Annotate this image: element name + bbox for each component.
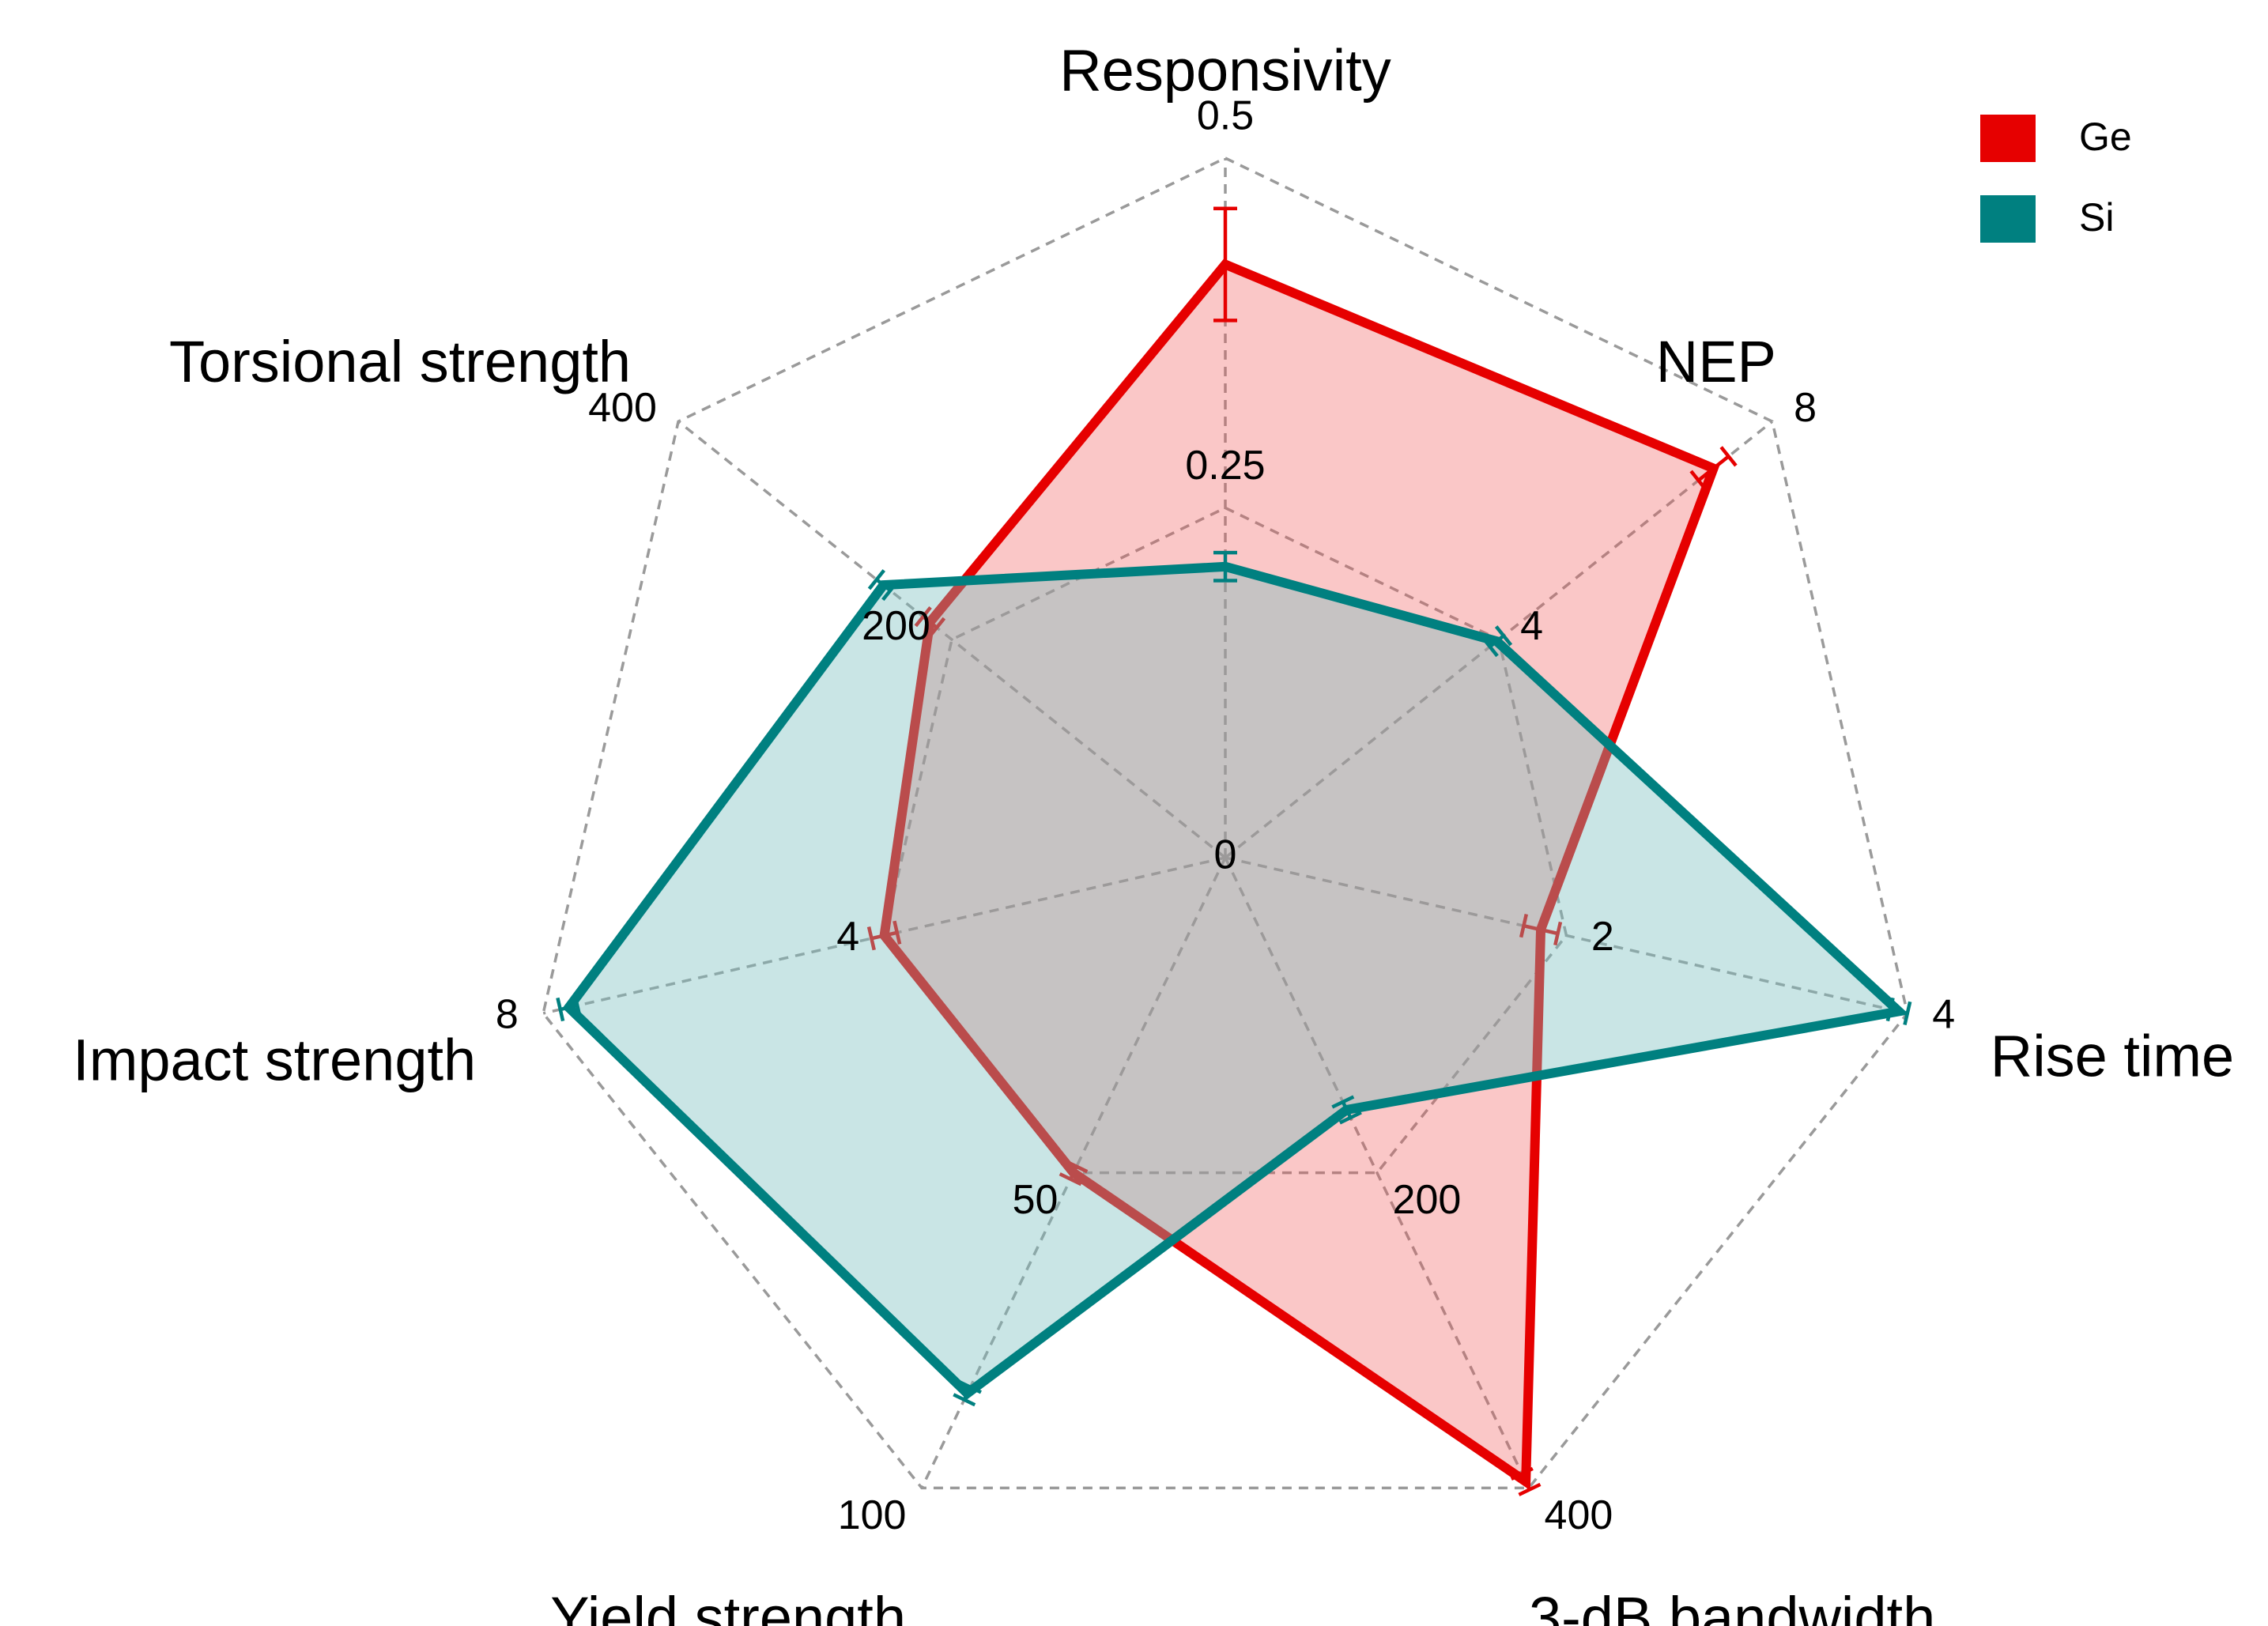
series-Si xyxy=(556,550,1912,1407)
tick-label-0-1: 0.5 xyxy=(1197,93,1254,139)
axis-label-6: Torsional strength xyxy=(169,329,631,394)
tick-label-2-0: 2 xyxy=(1591,914,1614,960)
tick-label-4-0: 50 xyxy=(1013,1177,1059,1223)
grid-ring-1 xyxy=(882,506,1568,1175)
tick-label-3-0: 200 xyxy=(1393,1177,1462,1223)
tick-label-4-1: 100 xyxy=(838,1492,907,1538)
axis-label-5: Impact strength xyxy=(73,1027,476,1092)
error-bar-Ge-5 xyxy=(866,920,902,951)
legend-item-Si: Si xyxy=(1980,195,2114,243)
grid-ring-2 xyxy=(542,157,1909,1490)
tick-label-1-0: 4 xyxy=(1520,603,1543,649)
series-area-Ge xyxy=(884,264,1714,1482)
error-bar-Si-6 xyxy=(867,569,900,602)
tick-label-center: 0 xyxy=(1214,832,1237,878)
series-Ge xyxy=(866,206,1738,1496)
axis-label-4: Yield strength xyxy=(550,1585,906,1626)
tick-labels: 0 0.25 0.5 4 8 2 4 200 400 50 100 4 8 200 400 xyxy=(496,93,1955,1538)
legend-swatch-Si xyxy=(1980,195,2036,243)
tick-label-3-1: 400 xyxy=(1545,1492,1613,1538)
tick-label-0-0: 0.25 xyxy=(1185,443,1265,489)
tick-label-6-0: 200 xyxy=(862,603,930,649)
tick-label-5-0: 4 xyxy=(836,914,859,960)
axis-labels: Responsivity NEP Rise time 3-dB bandwidth Yi… xyxy=(73,38,2234,1626)
series-line-Si xyxy=(562,561,1909,1400)
tick-label-6-1: 400 xyxy=(588,385,657,431)
error-bar-Si-1 xyxy=(1481,625,1513,658)
error-bar-Ge-6 xyxy=(914,606,946,639)
error-bar-Ge-0 xyxy=(1213,206,1237,323)
axis-label-1: NEP xyxy=(1656,329,1776,394)
legend-item-Ge: Ge xyxy=(1980,115,2132,162)
spoke-3 xyxy=(1224,857,1530,1489)
axis-label-2: Rise time xyxy=(1991,1023,2234,1088)
series-area-Si xyxy=(568,566,1900,1394)
spoke-2 xyxy=(1225,856,1908,1015)
legend-swatch-Ge xyxy=(1980,115,2036,162)
legend: Ge Si xyxy=(1980,115,2132,243)
error-bar-Si-2 xyxy=(1885,997,1912,1026)
legend-label-Si: Si xyxy=(2079,195,2114,240)
axis-label-3: 3-dB bandwidth xyxy=(1529,1585,1935,1626)
series-layer xyxy=(556,206,1912,1496)
error-bar-Si-5 xyxy=(556,993,582,1022)
tick-label-1-1: 8 xyxy=(1794,385,1817,431)
tick-label-2-1: 4 xyxy=(1932,992,1955,1038)
error-bar-Ge-1 xyxy=(1689,446,1738,491)
error-bar-Si-0 xyxy=(1213,550,1237,583)
tick-label-5-1: 8 xyxy=(496,992,519,1038)
spoke-6 xyxy=(677,420,1227,859)
error-bar-Si-3 xyxy=(1331,1095,1362,1125)
axis-label-0: Responsivity xyxy=(1059,38,1391,104)
error-bar-Ge-4 xyxy=(1059,1160,1089,1186)
legend-label-Ge: Ge xyxy=(2079,115,2132,159)
series-line-Ge xyxy=(879,258,1720,1491)
error-bar-Ge-2 xyxy=(1519,914,1563,946)
error-bar-Si-4 xyxy=(953,1380,982,1407)
error-bar-Ge-3 xyxy=(1510,1466,1542,1496)
